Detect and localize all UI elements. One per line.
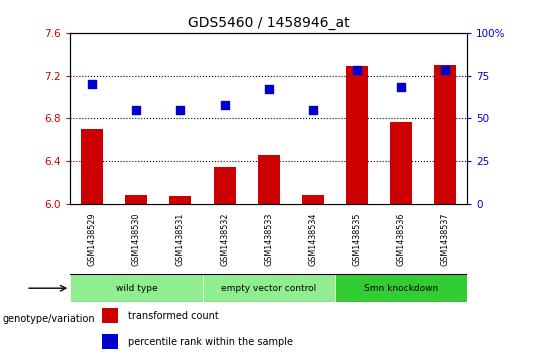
Text: GSM1438532: GSM1438532 (220, 212, 229, 266)
Bar (202, 274, 335, 302)
Bar (81, 129, 103, 204)
Point (176, 107, 185, 113)
Text: genotype/variation: genotype/variation (3, 314, 96, 325)
Point (353, 68, 361, 73)
Text: empty vector control: empty vector control (221, 284, 316, 293)
Point (265, 86, 273, 92)
Bar (170, 196, 192, 204)
Text: GSM1438530: GSM1438530 (132, 213, 141, 266)
Bar (70, 274, 202, 302)
Point (132, 107, 140, 113)
Point (396, 85, 405, 90)
Bar (258, 155, 280, 204)
Bar (335, 274, 467, 302)
Text: transformed count: transformed count (128, 311, 219, 321)
Bar (102, 308, 118, 323)
Bar (302, 195, 324, 204)
Text: GSM1438533: GSM1438533 (264, 213, 273, 266)
Point (308, 107, 317, 113)
Bar (213, 167, 235, 204)
Text: GSM1438531: GSM1438531 (176, 213, 185, 266)
Text: percentile rank within the sample: percentile rank within the sample (128, 337, 293, 347)
Text: GSM1438536: GSM1438536 (396, 213, 406, 266)
Bar (102, 334, 118, 349)
Point (441, 68, 449, 73)
Text: Smn knockdown: Smn knockdown (364, 284, 438, 293)
Point (220, 102, 229, 107)
Bar (434, 65, 456, 204)
Text: GSM1438529: GSM1438529 (87, 212, 97, 266)
Bar (346, 66, 368, 204)
Text: GSM1438537: GSM1438537 (441, 212, 449, 266)
Point (88, 81, 97, 87)
Text: wild type: wild type (116, 284, 157, 293)
Title: GDS5460 / 1458946_at: GDS5460 / 1458946_at (188, 16, 349, 30)
Text: GSM1438534: GSM1438534 (308, 213, 318, 266)
Bar (390, 122, 412, 204)
Text: GSM1438535: GSM1438535 (353, 212, 361, 266)
Bar (125, 195, 147, 204)
